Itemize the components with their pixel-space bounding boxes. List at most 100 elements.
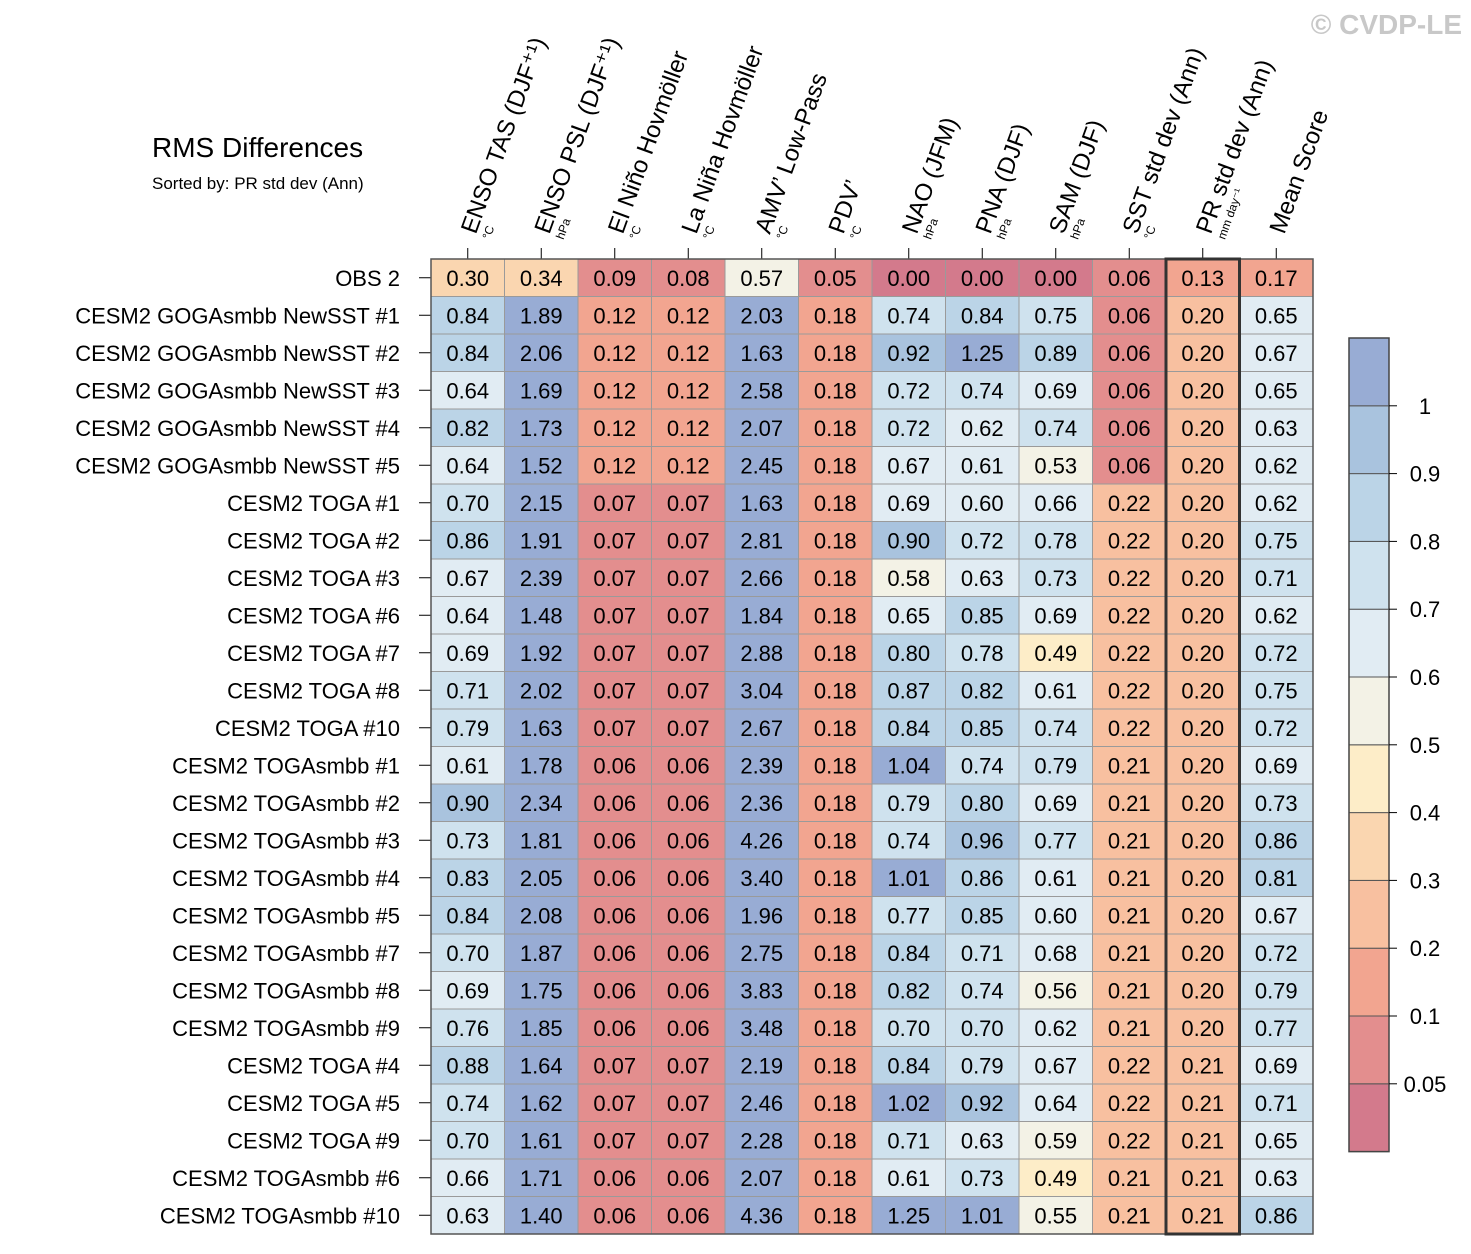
cell-value: 1.96	[740, 903, 783, 928]
cell-value: 0.69	[446, 641, 489, 666]
cell-value: 0.06	[593, 1203, 636, 1228]
cell-value: 0.67	[887, 453, 930, 478]
cell-value: 0.96	[961, 828, 1004, 853]
cell-value: 0.77	[887, 903, 930, 928]
heatmap-cell	[1018, 446, 1093, 485]
cell-value: 0.78	[1034, 528, 1077, 553]
colorbar-segment	[1348, 879, 1390, 949]
cell-value: 0.57	[740, 266, 783, 291]
heatmap-cell	[577, 821, 652, 860]
cell-value: 0.71	[446, 678, 489, 703]
heatmap-cell	[798, 1083, 873, 1122]
cell-value: 3.48	[740, 1016, 783, 1041]
cell-value: 2.34	[520, 791, 563, 816]
cell-value: 0.07	[667, 491, 710, 516]
cell-value: 0.22	[1108, 1091, 1151, 1116]
cell-value: 0.82	[961, 678, 1004, 703]
cell-value: 0.20	[1181, 378, 1224, 403]
heatmap-cell	[430, 558, 505, 597]
cell-value: 0.21	[1108, 791, 1151, 816]
cell-value: 0.61	[887, 1166, 930, 1191]
heatmap-cell	[1018, 1158, 1093, 1197]
heatmap-cell	[1092, 1046, 1167, 1085]
heatmap-cell	[430, 483, 505, 522]
watermark: © CVDP-LE	[1311, 9, 1462, 40]
colorbar-label: 0.9	[1410, 462, 1441, 487]
heatmap-cell	[1018, 483, 1093, 522]
row-label: CESM2 TOGA #9	[227, 1128, 400, 1153]
cell-value: 0.67	[1255, 903, 1298, 928]
cell-value: 0.21	[1108, 828, 1151, 853]
heatmap-cell	[651, 1121, 726, 1160]
cell-value: 0.86	[1255, 1203, 1298, 1228]
cell-value: 0.07	[667, 1053, 710, 1078]
cell-value: 2.39	[740, 753, 783, 778]
heatmap-cell	[1018, 333, 1093, 372]
cell-value: 0.18	[814, 528, 857, 553]
cell-value: 0.66	[446, 1166, 489, 1191]
heatmap-cell	[1018, 558, 1093, 597]
heatmap-cell	[871, 633, 946, 672]
cell-value: 0.07	[593, 678, 636, 703]
cell-value: 0.78	[961, 641, 1004, 666]
cell-value: 0.84	[887, 941, 930, 966]
heatmap-cell	[651, 483, 726, 522]
heatmap-cell	[871, 821, 946, 860]
heatmap-cell	[945, 408, 1020, 447]
cell-value: 2.02	[520, 678, 563, 703]
cell-value: 0.67	[446, 566, 489, 591]
heatmap-cell	[1092, 521, 1167, 560]
cell-value: 2.46	[740, 1091, 783, 1116]
heatmap-cell	[1092, 1008, 1167, 1047]
cell-value: 0.34	[520, 266, 563, 291]
cell-value: 0.63	[961, 566, 1004, 591]
cell-value: 0.61	[961, 453, 1004, 478]
cell-value: 0.06	[667, 1016, 710, 1041]
heatmap-cell	[871, 258, 946, 297]
heatmap-cell	[798, 1158, 873, 1197]
cell-value: 0.72	[961, 528, 1004, 553]
cell-value: 0.18	[814, 1091, 857, 1116]
heatmap-cell	[798, 671, 873, 710]
row-label: CESM2 TOGAsmbb #10	[160, 1203, 400, 1228]
row-label: CESM2 GOGAsmbb NewSST #5	[75, 453, 400, 478]
heatmap-cell	[1092, 746, 1167, 785]
cell-value: 0.06	[667, 753, 710, 778]
heatmap-cell	[871, 408, 946, 447]
cell-value: 0.70	[446, 941, 489, 966]
cell-value: 0.20	[1181, 903, 1224, 928]
heatmap-cell	[1165, 483, 1240, 522]
heatmap-cell	[430, 896, 505, 935]
heatmap-cell	[945, 558, 1020, 597]
cell-value: 1.01	[887, 866, 930, 891]
row-label: CESM2 TOGAsmbb #6	[172, 1166, 400, 1191]
cell-value: 0.63	[1255, 1166, 1298, 1191]
heatmap-cell	[504, 671, 579, 710]
cell-value: 0.21	[1181, 1053, 1224, 1078]
cell-value: 0.64	[446, 453, 489, 478]
heatmap-cell	[577, 633, 652, 672]
heatmap-cell	[798, 483, 873, 522]
heatmap-cell	[724, 258, 799, 297]
row-label: CESM2 TOGAsmbb #8	[172, 978, 400, 1003]
plot-border	[430, 258, 1314, 1235]
heatmap-cell	[1092, 1196, 1167, 1235]
cell-value: 0.07	[593, 528, 636, 553]
cell-value: 0.18	[814, 978, 857, 1003]
heatmap-cell	[1239, 858, 1314, 897]
row-label: CESM2 TOGA #3	[227, 566, 400, 591]
heatmap-cell	[871, 746, 946, 785]
cell-value: 0.69	[1255, 753, 1298, 778]
row-label: CESM2 TOGA #6	[227, 603, 400, 628]
cell-value: 4.26	[740, 828, 783, 853]
heatmap-cell	[504, 1158, 579, 1197]
cell-value: 0.60	[1034, 903, 1077, 928]
column-header-unit: hPa	[1068, 216, 1089, 241]
heatmap-cell	[430, 746, 505, 785]
cell-value: 0.71	[961, 941, 1004, 966]
cell-value: 0.12	[667, 416, 710, 441]
cell-value: 0.77	[1034, 828, 1077, 853]
colorbar-segment	[1348, 744, 1390, 814]
cell-value: 0.70	[446, 491, 489, 516]
cell-value: 1.63	[740, 341, 783, 366]
